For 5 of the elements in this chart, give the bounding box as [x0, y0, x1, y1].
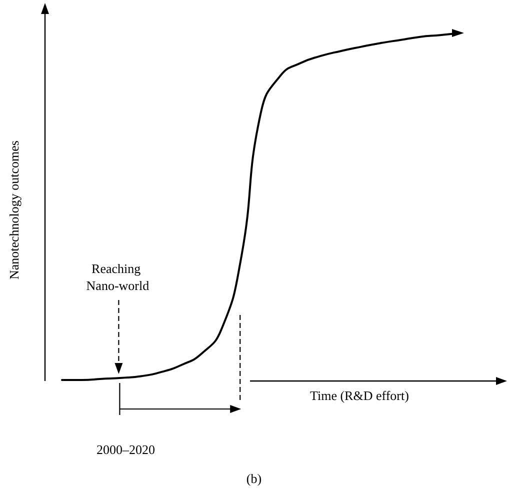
text: 2000–2020: [96, 442, 155, 457]
y-axis-title: Nanotechnology outcomes: [6, 140, 22, 280]
text: (b): [246, 471, 262, 486]
annotation: Reaching Nano-world: [86, 261, 150, 293]
x-axis-title: Time (R&D effort): [310, 388, 409, 403]
